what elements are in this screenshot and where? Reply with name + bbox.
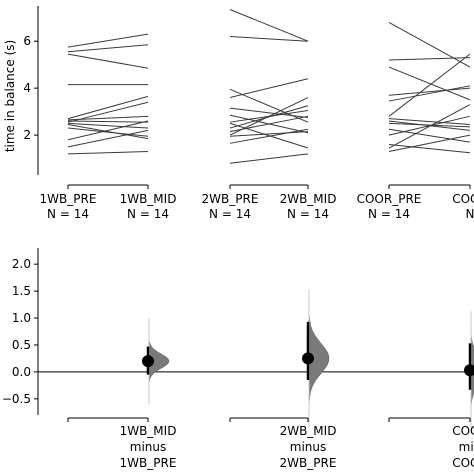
paired-line (229, 128, 309, 144)
comparison-label: min (459, 440, 474, 454)
bottom-y-tick-label: 0.5 (12, 338, 31, 352)
comparison-label: 2WB_MID (280, 424, 337, 438)
comparison-label: COOR (452, 424, 474, 438)
top-y-tick-label: 2 (23, 128, 31, 142)
paired-line (67, 120, 149, 141)
comparison-label: 2WB_PRE (280, 456, 337, 470)
paired-line (67, 151, 149, 155)
mean-difference-point (302, 352, 314, 365)
top-y-tick-label: 6 (23, 34, 31, 48)
paired-line (388, 118, 471, 126)
paired-line (388, 66, 471, 101)
comparison-label: 1WB_MID (120, 424, 177, 438)
paired-line (388, 87, 471, 96)
group-x-tick-label: N (466, 207, 474, 221)
paired-line (67, 33, 149, 48)
group-x-tick-label: 2WB_MID (280, 192, 337, 206)
group-x-tick-label: N = 14 (209, 207, 251, 221)
paired-line (388, 85, 471, 102)
paired-line (67, 44, 149, 53)
paired-line (229, 107, 309, 118)
paired-line (388, 57, 471, 61)
paired-line (388, 21, 471, 68)
group-x-tick-label: N = 14 (127, 207, 169, 221)
top-y-axis-label: time in balance (s) (3, 40, 17, 152)
paired-line (229, 131, 309, 137)
bootstrap-distribution (148, 336, 170, 386)
top-y-tick-label: 4 (23, 81, 31, 95)
paired-line (388, 115, 471, 136)
bottom-y-tick-label: 1.5 (12, 284, 31, 298)
paired-line (229, 9, 309, 42)
paired-line (229, 97, 309, 136)
group-x-tick-label: COOR (452, 192, 474, 206)
paired-line (388, 104, 471, 149)
paired-line (229, 122, 309, 149)
paired-line (388, 53, 471, 117)
paired-line (388, 122, 471, 128)
comparison-label: 1WB_PRE (120, 456, 177, 470)
paired-line (229, 78, 309, 99)
paired-line (67, 95, 149, 120)
paired-line (67, 120, 149, 123)
group-x-tick-label: 1WB_MID (120, 192, 177, 206)
bottom-y-tick-label: 1.0 (12, 311, 31, 325)
paired-line (229, 36, 309, 42)
mean-difference-point (142, 355, 154, 368)
paired-line (67, 122, 149, 129)
comparison-label: minus (290, 440, 327, 454)
group-x-tick-label: COOR_PRE (357, 192, 422, 206)
comparison-label: minus (130, 440, 167, 454)
group-x-tick-label: 2WB_PRE (202, 192, 259, 206)
comparison-label: COOR (452, 456, 474, 470)
bottom-y-tick-label: 2.0 (12, 257, 31, 271)
paired-line (67, 53, 149, 69)
paired-line (67, 124, 149, 140)
group-x-tick-label: 1WB_PRE (40, 192, 97, 206)
paired-line (67, 127, 149, 137)
paired-line (388, 128, 471, 143)
mean-difference-point (464, 364, 474, 377)
paired-line (67, 129, 149, 148)
group-x-tick-label: N = 14 (47, 207, 89, 221)
paired-line (229, 153, 309, 164)
group-x-tick-label: N = 14 (368, 207, 410, 221)
bootstrap-distribution (308, 307, 330, 410)
paired-line (388, 143, 471, 154)
paired-line (229, 105, 309, 129)
paired-line (67, 101, 149, 123)
bottom-y-tick-label: −0.5 (2, 392, 31, 406)
group-x-tick-label: N = 14 (287, 207, 329, 221)
paired-line (388, 134, 471, 153)
bottom-y-tick-label: 0.0 (12, 365, 31, 379)
